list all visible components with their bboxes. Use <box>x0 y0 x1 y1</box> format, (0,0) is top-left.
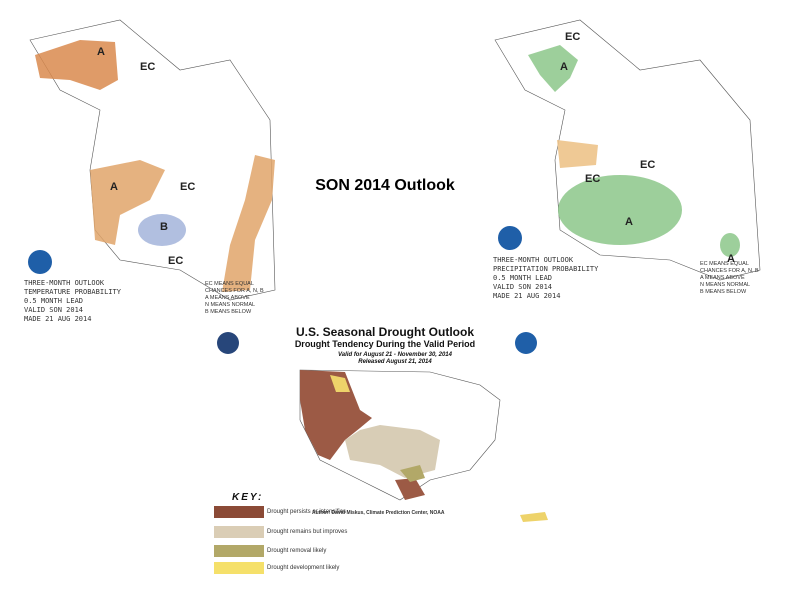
key-title: KEY: <box>232 492 263 503</box>
above-area <box>558 175 682 245</box>
caption-line: 0.5 MONTH LEAD <box>24 297 83 305</box>
key-swatch <box>214 562 264 574</box>
drought-title: U.S. Seasonal Drought Outlook <box>296 325 474 339</box>
author: Author: David Miskus, Climate Prediction… <box>312 510 445 516</box>
above-area <box>90 160 165 245</box>
noaa-logo <box>498 226 522 250</box>
below-area <box>138 214 186 246</box>
map-label: EC <box>140 61 155 73</box>
caption-line: 0.5 MONTH LEAD <box>493 274 552 282</box>
caption: THREE-MONTH OUTLOOK TEMPERATURE PROBABIL… <box>24 279 122 323</box>
drought-released: Released August 21, 2014 <box>358 359 432 365</box>
improve-area <box>345 425 440 478</box>
legend-line: CHANCES FOR A, N, B <box>205 288 264 294</box>
legend: EC MEANS EQUAL CHANCES FOR A, N, B A MEA… <box>700 261 759 295</box>
map-label: A <box>97 46 105 58</box>
caption-line: MADE 21 AUG 2014 <box>493 292 560 300</box>
caption-line: THREE-MONTH OUTLOOK <box>24 279 105 287</box>
caption-line: VALID SON 2014 <box>493 283 552 291</box>
map-label: B <box>160 221 168 233</box>
above-area <box>720 233 740 257</box>
drought-map: U.S. Seasonal Drought Outlook Drought Te… <box>208 322 562 590</box>
drought-subtitle: Drought Tendency During the Valid Period <box>295 339 475 349</box>
legend-line: EC MEANS EQUAL <box>700 261 749 267</box>
noaa-logo <box>28 250 52 274</box>
map-label: EC <box>585 173 600 185</box>
key-swatch <box>214 506 264 518</box>
map-label: EC <box>180 181 195 193</box>
legend-line: B MEANS BELOW <box>205 309 252 315</box>
key-label: Drought remains but improves <box>267 529 347 535</box>
development-area <box>330 375 350 392</box>
above-area <box>222 155 275 292</box>
caption-line: MADE 21 AUG 2014 <box>24 315 91 323</box>
legend-line: N MEANS NORMAL <box>205 302 255 308</box>
usda-logo <box>217 332 239 354</box>
key-swatch <box>214 526 264 538</box>
map-label: A <box>110 181 118 193</box>
legend-line: A MEANS ABOVE <box>205 295 250 301</box>
continent-outline <box>494 19 761 281</box>
map-label: A <box>560 61 568 73</box>
above-area <box>35 40 118 90</box>
drought-valid: Valid for August 21 - November 30, 2014 <box>338 352 453 358</box>
noaa-logo <box>515 332 537 354</box>
caption-line: VALID SON 2014 <box>24 306 83 314</box>
legend-line: A MEANS ABOVE <box>700 275 745 281</box>
temperature-map: A A EC B EC EC THREE-MONTH OUTLOOK TEMPE… <box>22 0 284 323</box>
below-area <box>557 140 598 168</box>
key-label: Drought persists or intensifies <box>267 509 346 515</box>
persist-area <box>395 478 425 500</box>
slide-title: SON 2014 Outlook <box>315 177 455 194</box>
caption-line: THREE-MONTH OUTLOOK <box>493 256 574 264</box>
caption-line: PRECIPITATION PROBABILITY <box>493 265 599 273</box>
legend-line: CHANCES FOR A, N, B <box>700 268 759 274</box>
legend: EC MEANS EQUAL CHANCES FOR A, N, B A MEA… <box>205 281 264 315</box>
key-swatch <box>214 545 264 557</box>
us-outline <box>299 369 501 501</box>
legend-line: EC MEANS EQUAL <box>205 281 254 287</box>
key-label: Drought development likely <box>267 565 339 571</box>
development-area <box>520 512 548 522</box>
above-area <box>528 45 578 92</box>
removal-area <box>400 465 425 482</box>
legend-line: N MEANS NORMAL <box>700 282 750 288</box>
key-label: Drought removal likely <box>267 548 326 554</box>
legend-line: B MEANS BELOW <box>700 289 747 295</box>
map-label: EC <box>640 159 655 171</box>
map-label: A <box>727 253 735 265</box>
map-label: A <box>625 216 633 228</box>
map-label: EC <box>168 255 183 267</box>
persist-area <box>300 370 372 460</box>
caption-line: TEMPERATURE PROBABILITY <box>24 288 122 296</box>
map-label: EC <box>565 31 580 43</box>
caption: THREE-MONTH OUTLOOK PRECIPITATION PROBAB… <box>493 256 599 300</box>
continent-outline <box>29 19 276 301</box>
precipitation-map: EC A EC EC A A THREE-MONTH OUTLOOK PRECI… <box>483 0 775 300</box>
